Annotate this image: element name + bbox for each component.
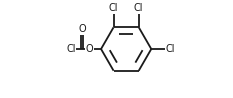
Text: O: O	[78, 24, 86, 34]
Text: Cl: Cl	[134, 3, 144, 13]
Text: Cl: Cl	[165, 44, 175, 54]
Text: Cl: Cl	[66, 44, 76, 54]
Text: Cl: Cl	[109, 3, 118, 13]
Text: O: O	[86, 44, 93, 54]
